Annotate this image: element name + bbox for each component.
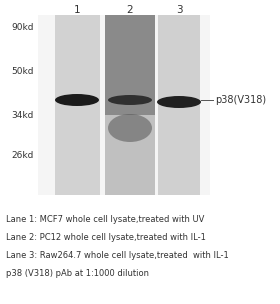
Ellipse shape (55, 94, 99, 106)
Text: Lane 3: Raw264.7 whole cell lysate,treated  with IL-1: Lane 3: Raw264.7 whole cell lysate,treat… (6, 251, 229, 260)
Bar (55, 15, 100, 195)
Bar (105, 15, 155, 195)
Text: 26kd: 26kd (12, 150, 34, 160)
Text: p38 (V318) pAb at 1:1000 dilution: p38 (V318) pAb at 1:1000 dilution (6, 269, 149, 278)
Text: Lane 1: MCF7 whole cell lysate,treated with UV: Lane 1: MCF7 whole cell lysate,treated w… (6, 215, 204, 224)
Text: 34kd: 34kd (12, 112, 34, 120)
Text: 90kd: 90kd (11, 23, 34, 33)
Ellipse shape (157, 96, 201, 108)
Text: Lane 2: PC12 whole cell lysate,treated with IL-1: Lane 2: PC12 whole cell lysate,treated w… (6, 233, 206, 242)
Bar (158, 15, 200, 195)
Bar (38, 15, 210, 195)
Ellipse shape (108, 114, 152, 142)
Text: 1: 1 (74, 5, 80, 15)
Text: 50kd: 50kd (11, 67, 34, 77)
Text: 2: 2 (127, 5, 133, 15)
Bar (105, 15, 155, 115)
Text: p38(V318): p38(V318) (215, 95, 266, 105)
Ellipse shape (108, 95, 152, 105)
Text: 3: 3 (176, 5, 182, 15)
